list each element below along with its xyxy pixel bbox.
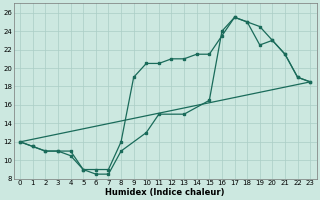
X-axis label: Humidex (Indice chaleur): Humidex (Indice chaleur) xyxy=(106,188,225,197)
